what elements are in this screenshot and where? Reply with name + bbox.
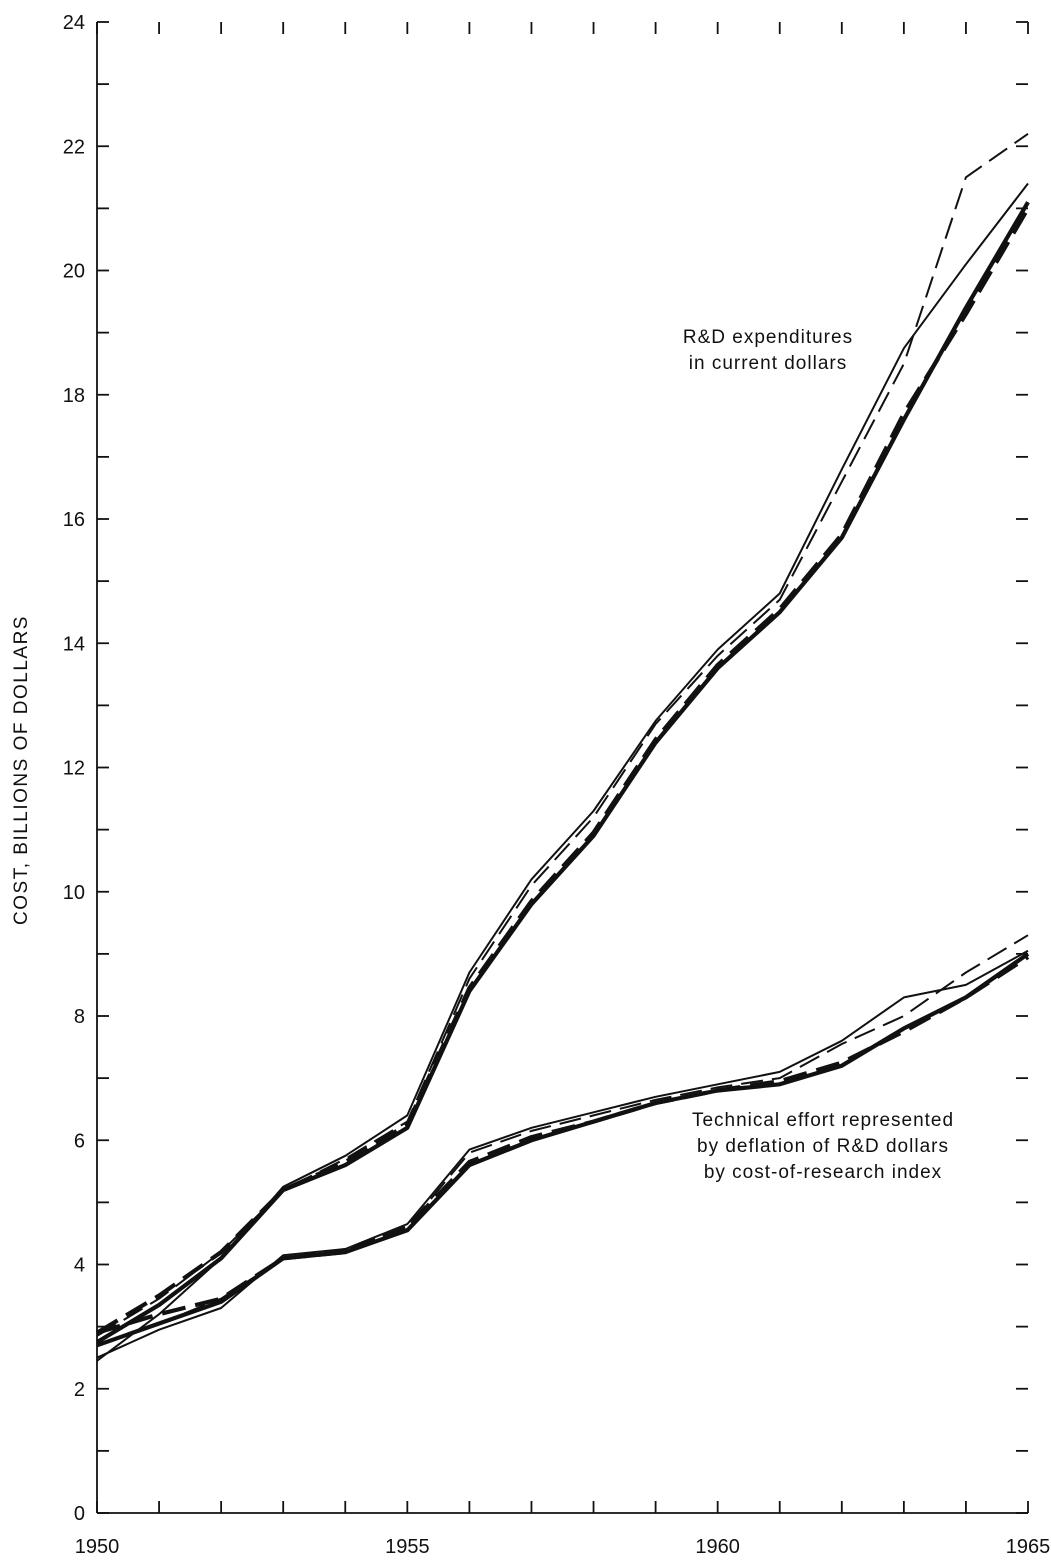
y-tick-label: 12 (63, 758, 85, 780)
annotation-line: R&D expenditures (683, 327, 853, 348)
annotation-deflated: Technical effort represented by deflation… (692, 1110, 954, 1183)
y-tick-label: 2 (74, 1379, 85, 1401)
x-tick-label: 1955 (385, 1536, 430, 1558)
axis-ticks (96, 21, 1029, 1514)
y-tick-label: 10 (63, 882, 85, 904)
annotation-line: by cost-of-research index (704, 1162, 942, 1183)
annotation-line: Technical effort represented (692, 1110, 954, 1131)
annotations: R&D expenditures in current dollars Techni… (683, 327, 954, 1183)
y-axis-title: COST, BILLIONS OF DOLLARS (11, 615, 32, 925)
series-layer (95, 132, 1030, 1362)
y-tick-label: 8 (74, 1006, 85, 1028)
y-tick-label: 14 (63, 633, 85, 655)
x-tick-label: 1960 (695, 1536, 740, 1558)
y-tick-label: 24 (63, 12, 85, 34)
series-line-solid-thin (96, 182, 1029, 1362)
series-line-dashed-thick (96, 955, 1030, 1335)
y-tick-label: 4 (74, 1255, 85, 1277)
y-tick-label: 22 (63, 136, 85, 158)
x-tick-label: 1965 (1006, 1536, 1051, 1558)
y-tick-label: 0 (74, 1503, 85, 1525)
series-line-dashed-thick (95, 207, 1030, 1335)
annotation-line: in current dollars (689, 353, 847, 374)
y-tick-label: 6 (74, 1130, 85, 1152)
y-tick-label: 20 (63, 261, 85, 283)
series-line-solid-thick (95, 201, 1030, 1345)
x-tick-label: 1950 (75, 1536, 120, 1558)
y-tick-label: 18 (63, 385, 85, 407)
annotation-line: by deflation of R&D dollars (697, 1136, 949, 1157)
annotation-current: R&D expenditures in current dollars (683, 327, 853, 374)
y-tick-label: 16 (63, 509, 85, 531)
